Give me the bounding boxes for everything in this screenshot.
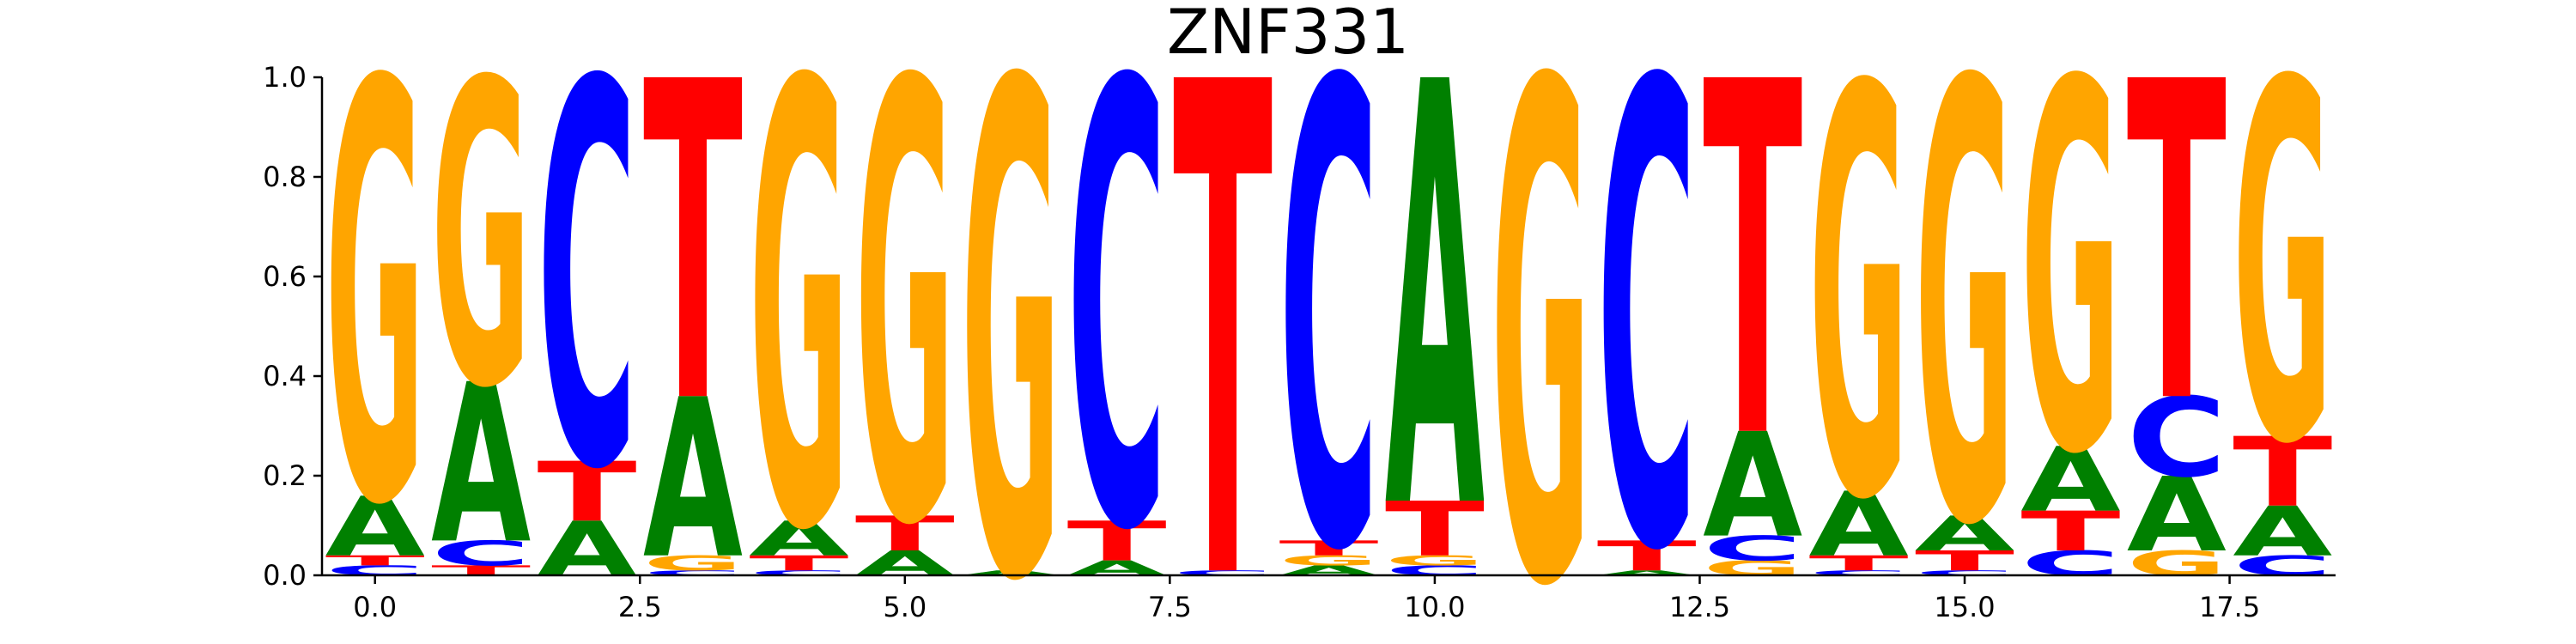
logo-letter-g: G	[431, 0, 531, 480]
logo-letter-g: G	[1491, 0, 1590, 644]
x-tick-label: 12.5	[1669, 591, 1730, 623]
logo-column: ATC	[538, 0, 637, 593]
logo-letter-c: C	[2020, 544, 2120, 583]
logo-letter-c: C	[1067, 0, 1167, 644]
logo-letter-t: T	[1915, 545, 2014, 577]
logo-letter-g: G	[2020, 0, 2120, 565]
x-tick-label: 10.0	[1404, 591, 1465, 623]
logo-letter-g: G	[325, 0, 425, 631]
x-tick-label: 2.5	[618, 591, 662, 623]
y-tick-label: 0.8	[263, 161, 307, 193]
logo-letter-a: A	[2020, 428, 2120, 532]
logo-letter-a: A	[1703, 404, 1802, 570]
logo-letter-a: A	[2127, 455, 2227, 574]
logo-letter-c: C	[431, 534, 531, 574]
y-tick-label: 0.4	[263, 360, 307, 392]
y-tick-label: 0.0	[263, 559, 307, 592]
logo-letter-t: T	[1067, 510, 1167, 574]
logo-column: ATC	[1597, 0, 1697, 644]
logo-column: ATC	[1067, 0, 1167, 644]
axes: 0.0 0.2 0.4 0.6 0.8 1.0 0.0 2.5 5.0 7.5 10.0 12.5 15…	[263, 61, 2336, 623]
logo-letter-c: C	[643, 569, 743, 577]
logo-letter-g: G	[1915, 0, 2014, 644]
logo-letter-a: A	[1597, 569, 1697, 577]
logo-column: G	[1491, 0, 1590, 644]
logo-column: AG	[961, 0, 1060, 644]
logo-letter-a: A	[961, 569, 1060, 577]
logo-letter-t: T	[1385, 485, 1485, 573]
logo-letter-t: T	[2020, 501, 2120, 564]
logo-letter-g: G	[749, 0, 848, 644]
logo-letter-t: T	[2127, 0, 2227, 500]
logo-letter-t: T	[2233, 417, 2332, 528]
logo-column: CT	[1173, 0, 1273, 644]
logo-letter-c: C	[2127, 374, 2227, 501]
logo-letter-t: T	[1703, 0, 1803, 546]
logo-letter-a: A	[749, 511, 848, 567]
x-tick-label: 7.5	[1148, 591, 1192, 623]
logo-letter-t: T	[1279, 537, 1378, 561]
y-tick-label: 0.6	[263, 260, 307, 293]
y-tick-label: 0.2	[263, 459, 307, 492]
logo-column: ATG	[855, 0, 955, 644]
x-tick-label: 17.5	[2199, 591, 2260, 623]
logo-letter-g: G	[643, 551, 743, 575]
logo-letter-t: T	[325, 553, 425, 568]
logo-letter-c: C	[1279, 0, 1378, 644]
logo-letter-c: C	[2233, 550, 2332, 581]
logo-letter-a: A	[325, 479, 425, 575]
logo-letter-g: G	[1385, 553, 1485, 569]
chart-title: ZNF331	[1167, 0, 1409, 68]
x-tick-label: 0.0	[353, 591, 397, 623]
logo-letter-t: T	[643, 0, 744, 500]
x-tick-label: 5.0	[883, 591, 927, 623]
logo-letter-c: C	[1703, 529, 1802, 568]
logo-letter-c: C	[1173, 569, 1273, 577]
logo-letter-c: C	[1597, 0, 1697, 644]
logo-letter-c: C	[538, 0, 637, 586]
logo-letter-t: T	[1809, 551, 1909, 575]
logo-letter-g: G	[855, 0, 955, 644]
logo-letter-g: G	[1809, 0, 1909, 623]
logo-letter-a: A	[1385, 0, 1485, 638]
logo-letter-c: C	[749, 569, 848, 577]
logo-letter-t: T	[749, 551, 848, 575]
logo-letter-a: A	[1809, 473, 1909, 576]
logo-letter-t: T	[1597, 532, 1697, 580]
logo-letter-g: G	[1279, 553, 1378, 569]
logo-letter-a: A	[1915, 506, 2014, 562]
logo-letter-g: G	[2233, 0, 2332, 553]
logo-letter-t: T	[538, 445, 637, 540]
logo-letter-t: T	[855, 507, 955, 562]
logo-letter-g: G	[961, 0, 1060, 644]
y-tick-label: 1.0	[263, 61, 307, 94]
logo-letter-a: A	[2233, 493, 2332, 572]
logo-letter-g: G	[2127, 544, 2227, 584]
logo-letter-a: A	[538, 506, 637, 593]
x-tick-label: 15.0	[1934, 591, 1995, 623]
logo-letter-a: A	[643, 354, 743, 608]
logo-letter-a: A	[431, 338, 531, 592]
logo-letter-c: C	[1915, 569, 2014, 577]
logo-letter-t: T	[1173, 0, 1273, 644]
logo-letter-c: C	[1809, 569, 1909, 577]
